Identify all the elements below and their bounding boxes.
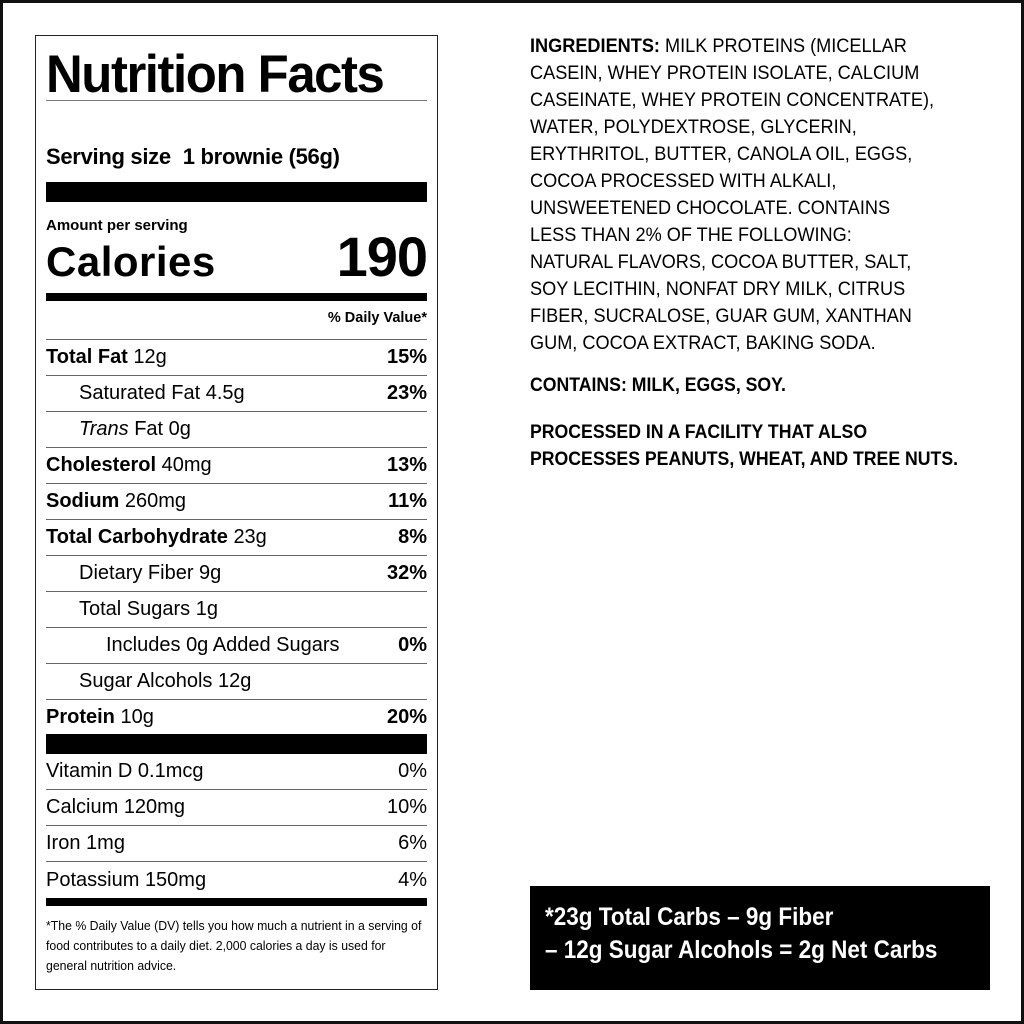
nutrient-row-sugar-alcohols: Sugar Alcohols 12g: [46, 663, 427, 699]
facility-line: PROCESSES PEANUTS, WHEAT, AND TREE NUTS.: [530, 449, 959, 470]
serving-size-label: Serving size: [46, 144, 171, 169]
thick-divider: [46, 182, 427, 202]
allergen-statement: CONTAINS: MILK, EGGS, SOY.: [530, 375, 786, 396]
nutrient-row-trans-fat: Trans Fat 0g: [46, 411, 427, 447]
nutrient-row-total-fat: Total Fat 12g 15%: [46, 339, 427, 375]
daily-value-header: % Daily Value*: [327, 310, 427, 326]
net-carbs-line: *23g Total Carbs – 9g Fiber: [545, 903, 834, 931]
ingredients-line: CASEIN, WHEY PROTEIN ISOLATE, CALCIUM: [530, 62, 920, 84]
calories-label: Calories: [46, 238, 216, 285]
amount-per-serving: Amount per serving: [46, 217, 188, 234]
vitamin-row-iron: Iron 1mg 6%: [46, 826, 427, 862]
ingredients-line: UNSWEETENED CHOCOLATE. CONTAINS: [530, 197, 891, 219]
ingredients-line: CASEINATE, WHEY PROTEIN CONCENTRATE),: [530, 89, 935, 111]
net-carbs-line: – 12g Sugar Alcohols = 2g Net Carbs: [545, 936, 938, 964]
ingredients-list: INGREDIENTS: MILK PROTEINS (MICELLAR CAS…: [530, 33, 934, 357]
ingredients-line: MILK PROTEINS (MICELLAR: [659, 35, 907, 57]
ingredients-line: NATURAL FLAVORS, COCOA BUTTER, SALT,: [530, 251, 912, 273]
divider: [46, 100, 427, 101]
vitamin-row-vitamin-d: Vitamin D 0.1mcg 0%: [46, 754, 427, 790]
nutrient-row-added-sugars: Includes 0g Added Sugars 0%: [46, 627, 427, 663]
nutrient-row-total-carbohydrate: Total Carbohydrate 23g 8%: [46, 519, 427, 555]
calories-row: Calories 190: [46, 224, 428, 289]
nutrient-row-cholesterol: Cholesterol 40mg 13%: [46, 447, 427, 483]
nutrient-row-total-sugars: Total Sugars 1g: [46, 591, 427, 627]
nutrition-facts-panel: Nutrition Facts Serving size 1 brownie (…: [35, 35, 438, 990]
ingredients-line: WATER, POLYDEXTROSE, GLYCERIN,: [530, 116, 857, 138]
ingredients-heading: INGREDIENTS:: [530, 35, 660, 57]
ingredients-line: ERYTHRITOL, BUTTER, CANOLA OIL, EGGS,: [530, 143, 913, 165]
nutrition-facts-title: Nutrition Facts: [46, 45, 385, 104]
ingredients-line: FIBER, SUCRALOSE, GUAR GUM, XANTHAN: [530, 305, 912, 327]
ingredients-line: LESS THAN 2% OF THE FOLLOWING:: [530, 224, 852, 246]
nutrient-row-protein: Protein 10g 20%: [46, 699, 427, 735]
calories-value: 190: [336, 225, 428, 288]
medium-divider: [46, 293, 427, 301]
ingredients-line: SOY LECITHIN, NONFAT DRY MILK, CITRUS: [530, 278, 906, 300]
facility-statement: PROCESSED IN A FACILITY THAT ALSO PROCES…: [530, 419, 958, 473]
ingredients-line: GUM, COCOA EXTRACT, BAKING SODA.: [530, 332, 876, 354]
thick-divider: [46, 734, 427, 754]
medium-divider: [46, 898, 427, 906]
vitamin-rows: Vitamin D 0.1mcg 0% Calcium 120mg 10% Iron…: [46, 754, 427, 898]
nutrient-row-sodium: Sodium 260mg 11%: [46, 483, 427, 519]
net-carbs-box: *23g Total Carbs – 9g Fiber – 12g Sugar …: [530, 886, 990, 990]
vitamin-row-calcium: Calcium 120mg 10%: [46, 790, 427, 826]
nutrient-row-dietary-fiber: Dietary Fiber 9g 32%: [46, 555, 427, 591]
serving-size: Serving size 1 brownie (56g): [46, 144, 427, 170]
ingredients-line: COCOA PROCESSED WITH ALKALI,: [530, 170, 837, 192]
nutrient-rows: Total Fat 12g 15% Saturated Fat 4.5g 23% T…: [46, 339, 427, 735]
vitamin-row-potassium: Potassium 150mg 4%: [46, 868, 427, 891]
serving-size-value: 1 brownie (56g): [182, 144, 340, 169]
facility-line: PROCESSED IN A FACILITY THAT ALSO: [530, 422, 868, 443]
nutrient-row-saturated-fat: Saturated Fat 4.5g 23%: [46, 375, 427, 411]
daily-value-footnote: *The % Daily Value (DV) tells you how mu…: [46, 918, 422, 973]
